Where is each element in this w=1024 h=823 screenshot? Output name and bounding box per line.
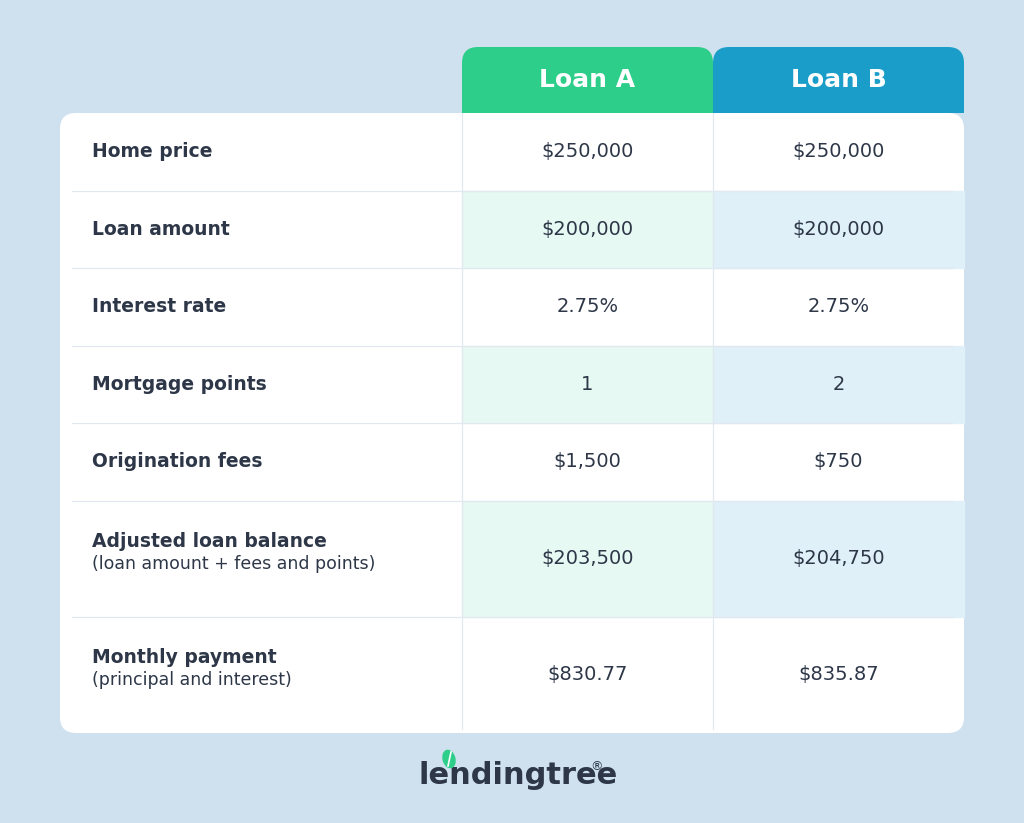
Text: $250,000: $250,000	[542, 142, 634, 161]
Text: Adjusted loan balance: Adjusted loan balance	[92, 532, 327, 551]
Text: $830.77: $830.77	[547, 665, 628, 685]
Text: $250,000: $250,000	[793, 142, 885, 161]
Text: Interest rate: Interest rate	[92, 297, 226, 316]
Text: 2.75%: 2.75%	[556, 297, 618, 316]
Text: Monthly payment: Monthly payment	[92, 648, 276, 667]
Text: 2: 2	[833, 374, 845, 393]
Polygon shape	[462, 95, 713, 113]
Text: $750: $750	[814, 453, 863, 472]
FancyBboxPatch shape	[713, 47, 964, 113]
Text: Origination fees: Origination fees	[92, 453, 262, 472]
Polygon shape	[713, 95, 964, 113]
Text: $1,500: $1,500	[554, 453, 622, 472]
Text: $204,750: $204,750	[793, 549, 885, 568]
Text: (loan amount + fees and points): (loan amount + fees and points)	[92, 555, 376, 573]
Text: $203,500: $203,500	[542, 549, 634, 568]
Text: $200,000: $200,000	[542, 220, 634, 239]
Text: (principal and interest): (principal and interest)	[92, 671, 292, 689]
Text: ®: ®	[590, 760, 602, 774]
Text: $200,000: $200,000	[793, 220, 885, 239]
FancyBboxPatch shape	[60, 113, 964, 733]
Text: Mortgage points: Mortgage points	[92, 374, 266, 393]
Text: Home price: Home price	[92, 142, 213, 161]
Text: lendingtree: lendingtree	[419, 760, 617, 789]
Ellipse shape	[442, 750, 456, 769]
Text: Loan B: Loan B	[791, 68, 887, 92]
FancyBboxPatch shape	[462, 47, 713, 113]
Text: Loan amount: Loan amount	[92, 220, 229, 239]
Text: 1: 1	[582, 374, 594, 393]
Text: 2.75%: 2.75%	[808, 297, 869, 316]
Text: $835.87: $835.87	[798, 665, 879, 685]
Text: Loan A: Loan A	[540, 68, 636, 92]
